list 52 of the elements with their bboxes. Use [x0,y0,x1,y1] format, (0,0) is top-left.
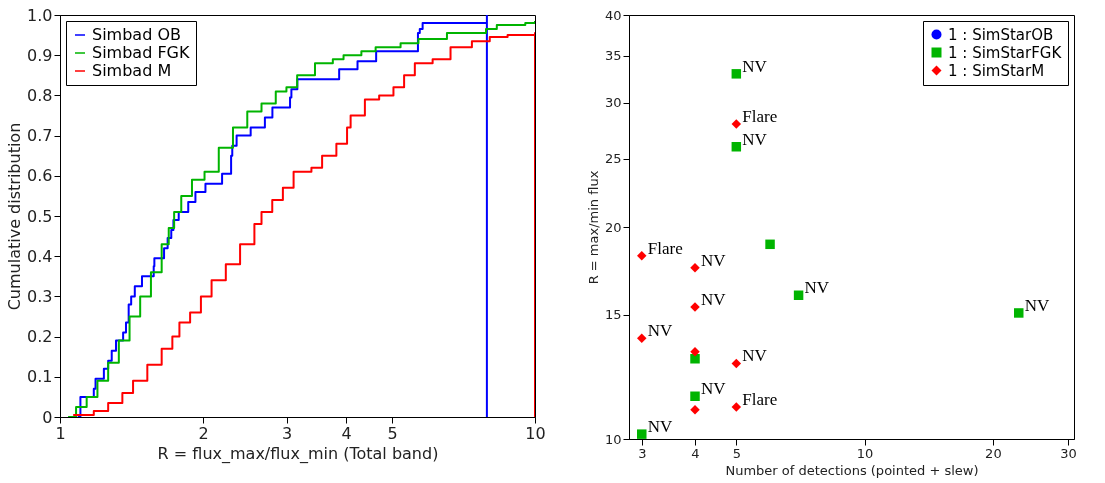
legend-label: 1 : SimStarOB [948,25,1054,44]
x-tick-label: 3 [282,423,293,443]
x-tick-label: 4 [691,445,700,461]
y-tick-label: 1.0 [27,5,53,25]
y-tick-label: 0.8 [27,85,53,105]
x-tick-label: 2 [198,423,209,443]
y-axis-title: R = max/min flux [585,170,601,285]
annotation: NV [701,379,727,399]
y-tick-label: 0.1 [27,367,53,387]
annotation: NV [742,56,768,76]
y-tick-label: 0.6 [27,166,53,186]
y-tick-label: 0.7 [27,126,53,146]
y-tick-label: 0.5 [27,206,53,226]
annotation: NV [647,417,674,437]
x-axis-title: Number of detections (pointed + slew) [725,462,979,478]
y-tick-label: 35 [604,48,622,64]
y-tick-label: 0.2 [27,327,53,347]
x-tick-label: 5 [387,423,398,443]
y-tick-label: 30 [604,95,622,111]
y-tick-label: 0.9 [27,45,53,65]
x-tick-label: 20 [985,445,1002,461]
x-axis-title: R = flux_max/flux_min (Total band) [157,443,439,464]
annotation: NV [742,346,768,366]
x-tick-label: 30 [1060,445,1077,461]
y-tick-label: 20 [604,219,622,235]
x-tick-label: 10 [525,423,546,443]
legend-label: Simbad FGK [92,43,190,62]
y-tick-label: 15 [604,307,622,323]
x-tick-label: 1 [55,423,66,443]
annotation: NV [647,321,674,341]
x-tick-label: 10 [856,445,874,461]
legend-label: Simbad OB [92,25,181,44]
x-tick-label: 4 [341,423,352,443]
annotation: NV [701,289,727,309]
annotation: Flare [647,238,683,258]
x-tick-label: 3 [638,445,647,461]
annotation: Flare [742,107,778,127]
y-tick-label: 0.4 [27,246,53,266]
annotation: Flare [742,390,778,410]
y-tick-label: 40 [604,7,622,23]
x-tick-label: 5 [732,445,741,461]
legend-label: 1 : SimStarM [948,61,1045,80]
annotation: NV [804,278,830,298]
annotation: NV [1024,295,1051,315]
annotation: NV [742,129,768,149]
y-tick-label: 0 [42,407,53,427]
legend-label: Simbad M [92,61,172,80]
y-tick-label: 25 [604,151,622,167]
annotation: NV [701,250,727,270]
y-tick-label: 0.3 [27,286,53,306]
legend-label: 1 : SimStarFGK [948,43,1063,62]
y-axis-title: Cumulative distribution [5,122,25,311]
